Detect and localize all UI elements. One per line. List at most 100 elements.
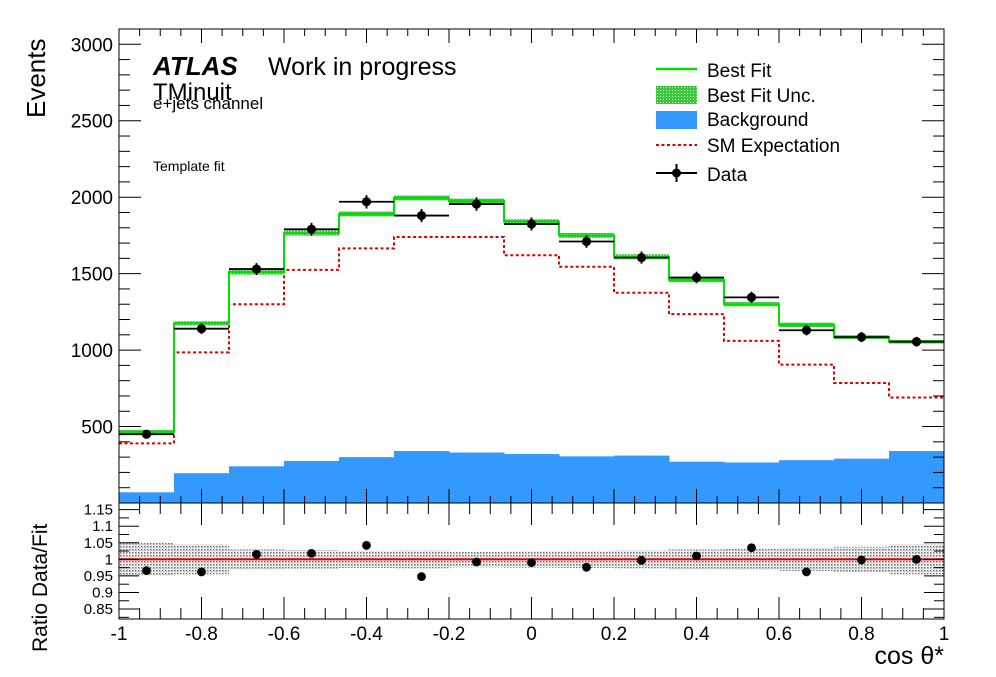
data-point-marker xyxy=(691,272,702,283)
x-tick-label: 0.2 xyxy=(601,624,627,645)
background-bar xyxy=(779,460,835,503)
x-axis-title: cos θ* xyxy=(875,642,945,670)
data-point-marker xyxy=(636,252,647,263)
background-bar xyxy=(614,455,670,503)
background-bar xyxy=(889,451,945,503)
data-point-marker xyxy=(141,429,152,439)
atlas-label: ATLAS xyxy=(152,51,238,81)
legend-swatch-background xyxy=(656,111,697,129)
ratio-points xyxy=(142,541,921,581)
channel-label: e+jets channel xyxy=(153,94,263,113)
legend-swatch-best-fit-unc xyxy=(656,86,697,104)
data-point xyxy=(889,336,944,347)
ratio-y-axis-title: Ratio Data/Fit xyxy=(29,523,52,652)
ratio-y-tick-label: 1.05 xyxy=(84,535,113,552)
data-point xyxy=(449,197,504,211)
ratio-point xyxy=(912,554,921,564)
x-tick-label: 0 xyxy=(526,624,537,645)
ratio-point xyxy=(252,549,261,559)
legend-entry-background: Background xyxy=(656,110,808,131)
best-fit-histogram xyxy=(119,196,944,433)
legend-label-best-fit-unc: Best Fit Unc. xyxy=(707,86,816,107)
ratio-y-tick-label: 1.1 xyxy=(92,518,113,535)
x-tick-label: -0.6 xyxy=(268,624,301,645)
x-tick-label: 0.6 xyxy=(766,624,792,645)
ratio-y-tick-label: 1 xyxy=(105,551,113,568)
ratio-point xyxy=(747,543,756,553)
data-point xyxy=(173,323,230,334)
status-label: Work in progress xyxy=(268,53,457,81)
legend-entry-sm-expectation: SM Expectation xyxy=(656,136,840,157)
y-tick-label: 1000 xyxy=(71,341,113,362)
ratio-point xyxy=(362,541,371,550)
x-tick-label: 0.8 xyxy=(848,624,874,645)
legend-entry-best-fit: Best Fit xyxy=(656,61,772,82)
data-points xyxy=(119,195,944,439)
ratio-point xyxy=(142,566,151,576)
data-point-marker xyxy=(526,219,537,229)
ratio-point xyxy=(472,557,481,567)
legend: Best Fit Best Fit Unc. Background SM Exp… xyxy=(656,61,840,186)
x-tick-label: -0.2 xyxy=(433,624,466,645)
sm-expectation-line xyxy=(119,235,944,445)
data-point-marker xyxy=(416,210,427,221)
x-tick-label: 1 xyxy=(939,624,950,645)
legend-entry-data: Data xyxy=(656,164,748,186)
y-tick-label: 3000 xyxy=(71,35,113,56)
ratio-y-tick-label: 0.85 xyxy=(84,601,113,618)
legend-label-sm-expectation: SM Expectation xyxy=(707,136,840,157)
ratio-y-tick-label: 0.95 xyxy=(84,568,113,585)
legend-label-background: Background xyxy=(707,110,808,131)
background-bar xyxy=(229,466,285,503)
data-point-marker xyxy=(251,264,262,274)
ratio-point xyxy=(197,567,206,577)
y-tick-label: 500 xyxy=(81,418,113,439)
background-bar xyxy=(284,460,340,503)
y-tick-label: 2000 xyxy=(71,188,113,209)
data-point xyxy=(338,195,395,209)
ratio-y-tick-label: 0.9 xyxy=(92,584,113,601)
ratio-point xyxy=(527,558,536,568)
legend-label-data: Data xyxy=(707,165,748,186)
background-bar xyxy=(559,456,615,503)
y-tick-label: 2500 xyxy=(71,112,113,133)
ratio-point xyxy=(857,555,866,565)
data-point-marker xyxy=(581,236,592,247)
ratio-point xyxy=(417,572,426,581)
y-tick-label: 1500 xyxy=(71,265,113,286)
minuit-label: TMinuit xyxy=(153,79,232,106)
legend-label-best-fit: Best Fit xyxy=(707,61,772,82)
data-point xyxy=(668,271,725,284)
background-bar xyxy=(449,452,505,503)
data-point xyxy=(614,251,669,264)
sm-expectation-histogram xyxy=(119,235,944,445)
background-bar xyxy=(724,462,780,503)
ratio-point xyxy=(802,567,811,577)
data-point-marker xyxy=(306,224,317,234)
data-point-marker xyxy=(361,197,372,207)
legend-swatch-data-marker xyxy=(672,168,681,178)
ratio-point xyxy=(582,562,591,572)
x-tick-label: -1 xyxy=(111,624,128,645)
x-tick-label: 0.4 xyxy=(683,624,710,645)
x-tick-label: -0.4 xyxy=(350,624,383,645)
data-point xyxy=(394,208,449,223)
data-point xyxy=(503,217,560,231)
data-point xyxy=(119,429,174,439)
background-bar xyxy=(119,492,175,503)
data-point-marker xyxy=(196,324,207,334)
data-point-marker xyxy=(746,292,757,302)
data-point xyxy=(284,222,339,236)
data-point xyxy=(779,325,834,336)
legend-entry-best-fit-unc: Best Fit Unc. xyxy=(656,86,816,107)
y-axis-title: Events xyxy=(21,39,51,119)
x-tick-label: -0.8 xyxy=(185,624,218,645)
data-point xyxy=(724,291,779,304)
data-point xyxy=(559,235,614,248)
ratio-point xyxy=(307,548,316,558)
best-fit-uncertainty-band xyxy=(119,195,944,434)
method-label: Template fit xyxy=(153,158,225,174)
data-point xyxy=(229,263,284,276)
